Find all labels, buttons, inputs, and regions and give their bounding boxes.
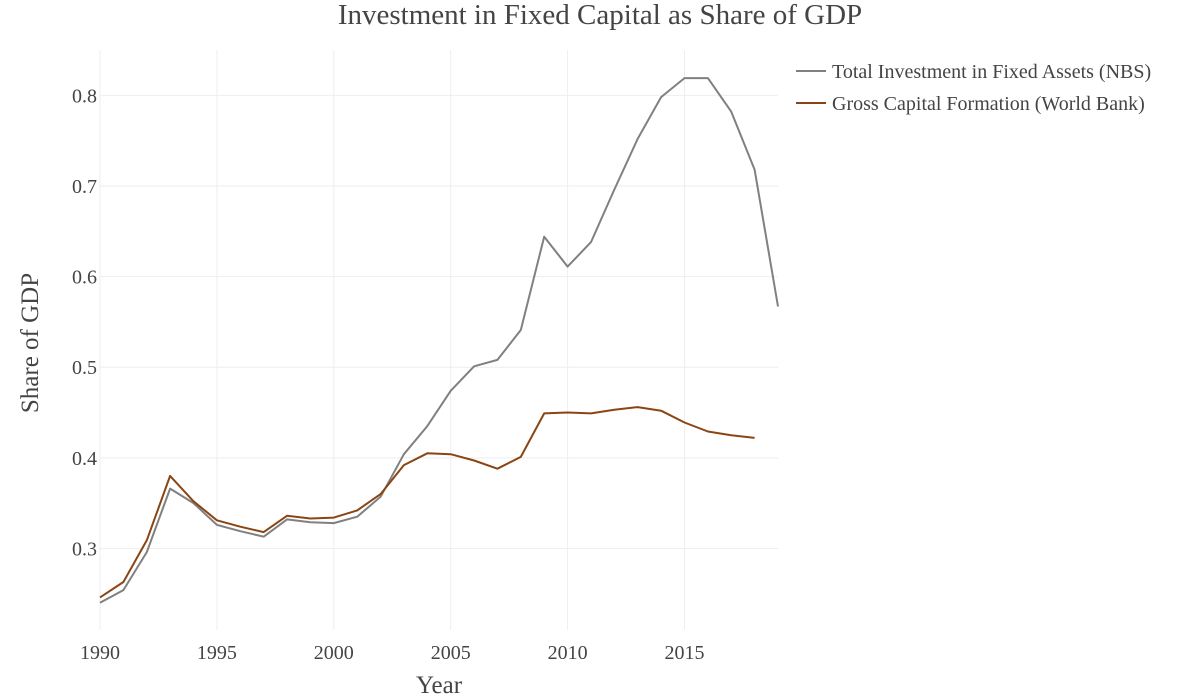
series-lines <box>99 77 779 604</box>
y-tick-label: 0.6 <box>72 267 97 289</box>
y-axis-label: Share of GDP <box>17 273 44 413</box>
legend-label-world-bank: Gross Capital Formation (World Bank) <box>832 93 1145 115</box>
series-line-1 <box>99 406 755 599</box>
y-tick-label: 0.5 <box>72 357 97 379</box>
x-tick-label: 1995 <box>197 642 237 664</box>
chart-title: Investment in Fixed Capital as Share of … <box>338 0 862 31</box>
y-tick-label: 0.8 <box>72 85 97 107</box>
y-tick-label: 0.3 <box>72 538 97 560</box>
legend-label-nbs: Total Investment in Fixed Assets (NBS) <box>832 61 1151 83</box>
series-line-0 <box>99 77 779 604</box>
x-tick-label: 2015 <box>664 642 704 664</box>
y-tick-label: 0.4 <box>72 448 97 470</box>
x-tick-label: 2005 <box>431 642 471 664</box>
y-axis-ticks: 0.3 0.4 0.5 0.6 0.7 0.8 <box>72 85 97 560</box>
x-tick-label: 2010 <box>548 642 588 664</box>
legend: Total Investment in Fixed Assets (NBS) G… <box>796 61 1151 115</box>
x-tick-label: 2000 <box>314 642 354 664</box>
grid <box>99 50 778 630</box>
x-axis-label: Year <box>416 672 463 699</box>
x-tick-label: 1990 <box>80 642 120 664</box>
y-tick-label: 0.7 <box>72 176 97 198</box>
x-axis-ticks: 1990 1995 2000 2005 2010 2015 <box>80 642 704 664</box>
